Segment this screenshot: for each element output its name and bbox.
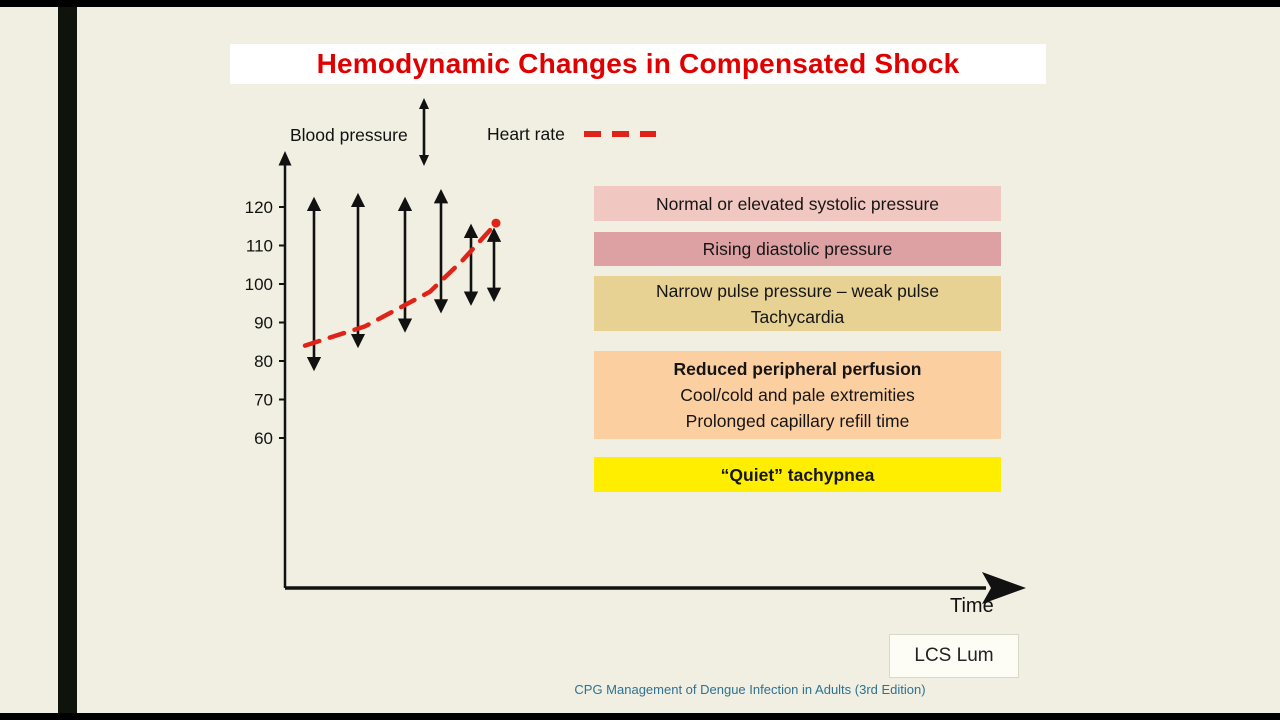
slide: Hemodynamic Changes in Compensated Shock… xyxy=(0,7,1280,713)
page-title: Hemodynamic Changes in Compensated Shock xyxy=(316,48,960,79)
panel-peripheral-perfusion: Reduced peripheral perfusion Cool/cold a… xyxy=(594,351,1001,439)
time-axis-label: Time xyxy=(950,595,994,617)
footer-text: CPG Management of Dengue Infection in Ad… xyxy=(574,682,926,697)
panel-line: Prolonged capillary refill time xyxy=(685,411,910,431)
svg-text:90: 90 xyxy=(254,314,273,333)
heart-rate-label: Heart rate xyxy=(487,124,565,144)
letterbox-bottom xyxy=(0,713,1280,720)
svg-text:110: 110 xyxy=(246,237,273,256)
letterbox-top xyxy=(0,0,1280,7)
svg-text:60: 60 xyxy=(254,429,273,448)
bp-hr-chart: 120 110 100 90 80 70 60 xyxy=(245,151,1026,604)
side-stripe xyxy=(58,7,77,713)
panel-line: Normal or elevated systolic pressure xyxy=(655,193,940,214)
title-banner: Hemodynamic Changes in Compensated Shock xyxy=(230,44,1046,84)
panel-line: Narrow pulse pressure – weak pulse xyxy=(655,280,940,301)
svg-text:70: 70 xyxy=(254,391,273,410)
panel-pulse-pressure: Narrow pulse pressure – weak pulse Tachy… xyxy=(594,276,1001,331)
svg-text:120: 120 xyxy=(245,198,273,217)
credit-box: LCS Lum xyxy=(889,634,1019,678)
panel-line: “Quiet” tachypnea xyxy=(720,464,875,485)
panel-line: Reduced peripheral perfusion xyxy=(673,359,922,379)
panel-systolic-pressure: Normal or elevated systolic pressure xyxy=(594,186,1001,221)
panel-line: Rising diastolic pressure xyxy=(702,239,893,259)
panel-tachypnea: “Quiet” tachypnea xyxy=(594,457,1001,492)
heart-rate-line-icon xyxy=(584,131,656,137)
panel-line: Tachycardia xyxy=(750,306,845,327)
svg-text:80: 80 xyxy=(254,352,273,371)
blood-pressure-range-icon xyxy=(419,98,429,166)
panel-diastolic-pressure: Rising diastolic pressure xyxy=(594,232,1001,266)
credit-text: LCS Lum xyxy=(914,645,994,666)
blood-pressure-label: Blood pressure xyxy=(290,125,408,145)
svg-text:100: 100 xyxy=(245,275,273,294)
panel-line: Cool/cold and pale extremities xyxy=(680,385,915,405)
